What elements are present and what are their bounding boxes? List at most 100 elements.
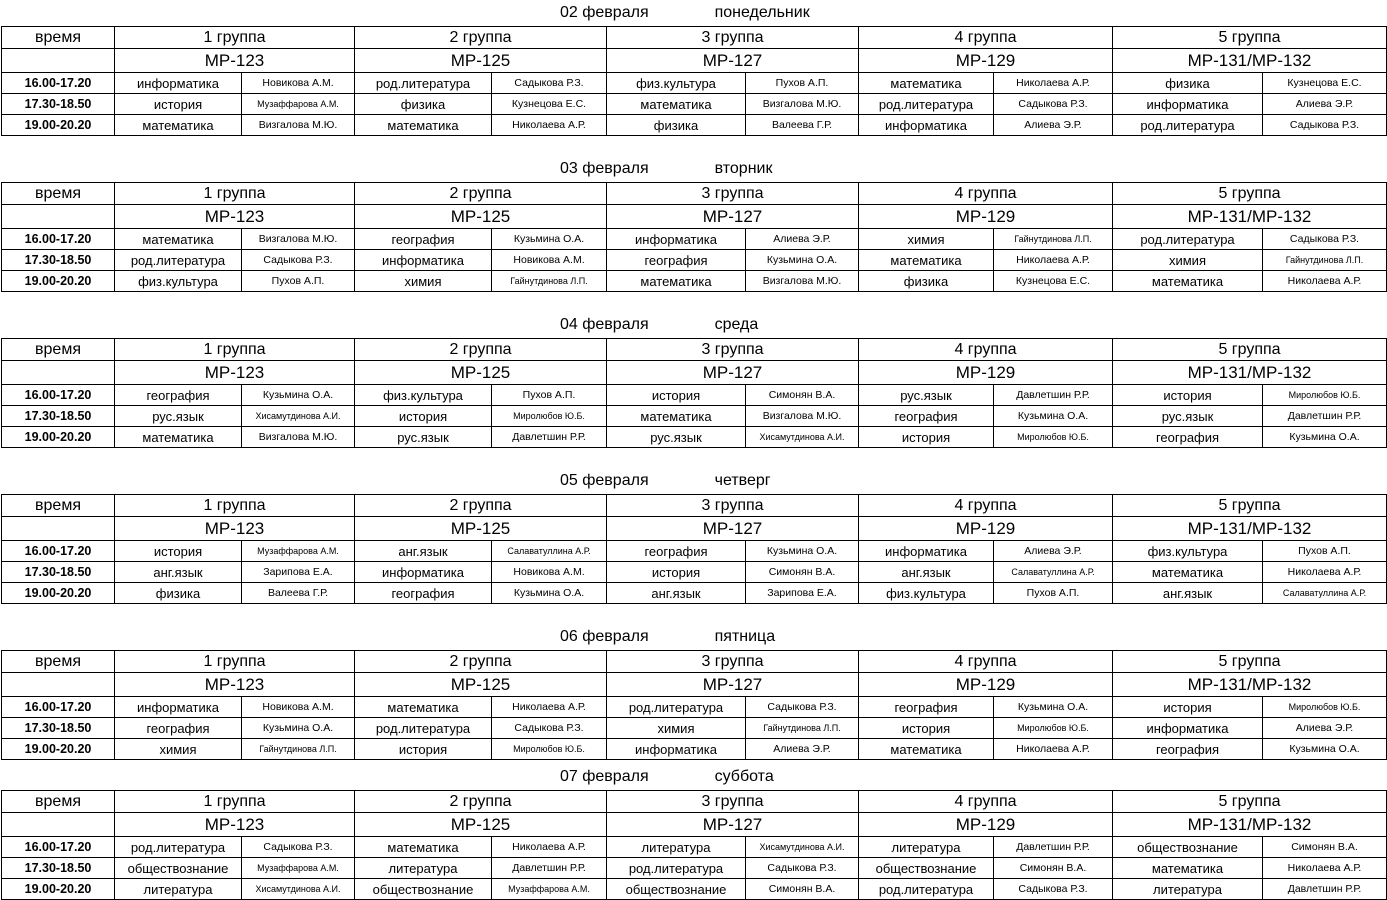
lesson-time: 17.30-18.50 (1, 405, 115, 427)
lesson-teacher: Николаева А.Р. (993, 738, 1113, 760)
block-spacer (0, 448, 1387, 468)
lesson-teacher: Кузнецова Е.С. (993, 270, 1113, 292)
lesson-teacher: Давлетшин Р.Р. (491, 857, 607, 879)
lesson-teacher: Хисамутдинова А.И. (241, 405, 355, 427)
lesson-row: 17.30-18.50 рус.язык Хисамутдинова А.И. ист… (1, 405, 1387, 427)
lesson-teacher: Кузьмина О.А. (491, 582, 607, 604)
lesson-teacher: Садыкова Р.З. (745, 857, 859, 879)
group-header-3: 3 группа (606, 494, 859, 517)
lesson-teacher: Давлетшин Р.Р. (993, 836, 1113, 858)
lesson-subject: анг.язык (114, 561, 242, 583)
lesson-subject: математика (858, 738, 994, 760)
lesson-teacher: Салаватуллина А.Р. (993, 561, 1113, 583)
lesson-subject: физ.культура (354, 384, 492, 406)
room-row-time-spacer (1, 360, 115, 385)
group-header-1: 1 группа (114, 338, 355, 361)
day-block: 04 февраля среда время 1 группа 2 группа 3 гр… (0, 312, 1387, 448)
day-title: 05 февраля четверг (0, 468, 1387, 494)
lesson-teacher: Хисамутдинова А.И. (241, 878, 355, 900)
lesson-teacher: Садыкова Р.З. (491, 717, 607, 739)
lesson-teacher: Пухов А.П. (745, 72, 859, 94)
lesson-teacher: Садыкова Р.З. (491, 72, 607, 94)
lesson-time: 19.00-20.20 (1, 426, 115, 448)
lesson-subject: литература (354, 857, 492, 879)
lesson-subject: обществознание (1112, 836, 1263, 858)
group-header-1: 1 группа (114, 182, 355, 205)
lesson-subject: математика (606, 270, 746, 292)
day-schedule-table: время 1 группа 2 группа 3 группа 4 группа 5 г… (1, 650, 1387, 760)
lesson-subject: география (1112, 426, 1263, 448)
time-column-header: время (1, 26, 115, 49)
lesson-row: 16.00-17.20 история Музаффарова А.М. анг.яз… (1, 540, 1387, 562)
lesson-subject: химия (1112, 249, 1263, 271)
lesson-subject: математика (606, 405, 746, 427)
lesson-row: 17.30-18.50 обществознание Музаффарова А.М… (1, 857, 1387, 879)
lesson-teacher: Гайнутдинова Л.П. (993, 228, 1113, 250)
group-header-2: 2 группа (354, 790, 607, 813)
lesson-teacher: Симонян В.А. (745, 878, 859, 900)
group-header-4: 4 группа (858, 338, 1113, 361)
lesson-subject: география (354, 582, 492, 604)
day-date: 02 февраля (560, 4, 649, 21)
room-header-5: МР-131/МР-132 (1112, 516, 1387, 541)
lesson-subject: химия (354, 270, 492, 292)
day-title: 02 февраля понедельник (0, 0, 1387, 26)
group-header-2: 2 группа (354, 26, 607, 49)
group-header-row: время 1 группа 2 группа 3 группа 4 группа 5 г… (1, 26, 1387, 49)
lesson-row: 16.00-17.20 информатика Новикова А.М. род.л… (1, 72, 1387, 94)
lesson-subject: математика (354, 836, 492, 858)
lesson-row: 19.00-20.20 химия Гайнутдинова Л.П. история… (1, 738, 1387, 760)
lesson-row: 16.00-17.20 информатика Новикова А.М. матем… (1, 696, 1387, 718)
lesson-time: 17.30-18.50 (1, 561, 115, 583)
lesson-teacher: Салаватуллина А.Р. (491, 540, 607, 562)
lesson-subject: род.литература (114, 249, 242, 271)
lesson-subject: математика (858, 72, 994, 94)
day-title: 03 февраля вторник (0, 156, 1387, 182)
lesson-subject: литература (858, 836, 994, 858)
lesson-subject: анг.язык (606, 582, 746, 604)
group-header-4: 4 группа (858, 26, 1113, 49)
room-header-3: МР-127 (606, 48, 859, 73)
day-title: 06 февраля пятница (0, 624, 1387, 650)
room-header-1: МР-123 (114, 48, 355, 73)
day-schedule-table: время 1 группа 2 группа 3 группа 4 группа 5 г… (1, 26, 1387, 136)
group-header-5: 5 группа (1112, 26, 1387, 49)
lesson-teacher: Николаева А.Р. (491, 114, 607, 136)
lesson-row: 17.30-18.50 род.литература Садыкова Р.З. ин… (1, 249, 1387, 271)
group-header-row: время 1 группа 2 группа 3 группа 4 группа 5 г… (1, 650, 1387, 673)
room-header-row: МР-123 МР-125 МР-127 МР-129 МР-131/МР-132 (1, 360, 1387, 385)
day-weekday: суббота (714, 768, 774, 785)
lesson-time: 17.30-18.50 (1, 857, 115, 879)
lesson-teacher: Николаева А.Р. (993, 72, 1113, 94)
block-spacer (0, 136, 1387, 156)
room-header-2: МР-125 (354, 360, 607, 385)
lesson-subject: род.литература (858, 93, 994, 115)
room-header-2: МР-125 (354, 672, 607, 697)
lesson-teacher: Садыкова Р.З. (1262, 114, 1387, 136)
lesson-subject: рус.язык (1112, 405, 1263, 427)
lesson-subject: физ.культура (1112, 540, 1263, 562)
lesson-teacher: Кузьмина О.А. (241, 384, 355, 406)
lesson-subject: история (354, 738, 492, 760)
lesson-teacher: Хисамутдинова А.И. (745, 426, 859, 448)
lesson-subject: литература (114, 878, 242, 900)
group-header-2: 2 группа (354, 494, 607, 517)
lesson-time: 17.30-18.50 (1, 93, 115, 115)
lesson-time: 17.30-18.50 (1, 249, 115, 271)
group-header-1: 1 группа (114, 650, 355, 673)
lesson-teacher: Новикова А.М. (491, 249, 607, 271)
lesson-teacher: Гайнутдинова Л.П. (241, 738, 355, 760)
group-header-4: 4 группа (858, 494, 1113, 517)
lesson-teacher: Валеева Г.Р. (745, 114, 859, 136)
group-header-3: 3 группа (606, 790, 859, 813)
lesson-teacher: Садыкова Р.З. (241, 249, 355, 271)
lesson-subject: математика (114, 114, 242, 136)
lesson-subject: история (114, 93, 242, 115)
room-header-row: МР-123 МР-125 МР-127 МР-129 МР-131/МР-132 (1, 516, 1387, 541)
lesson-subject: история (606, 384, 746, 406)
lesson-teacher: Миролюбов Ю.Б. (993, 717, 1113, 739)
lesson-teacher: Николаева А.Р. (491, 836, 607, 858)
room-row-time-spacer (1, 204, 115, 229)
room-row-time-spacer (1, 812, 115, 837)
day-block: 03 февраля вторник время 1 группа 2 группа 3 … (0, 156, 1387, 292)
